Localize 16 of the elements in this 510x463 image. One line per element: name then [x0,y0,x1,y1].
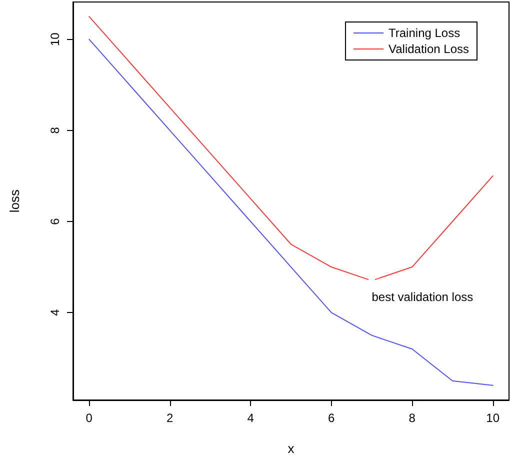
x-tick-label: 4 [247,411,254,425]
legend-label: Validation Loss [388,42,470,56]
y-axis-title: loss [7,188,22,213]
x-tick-label: 6 [328,411,336,425]
y-tick-label: 8 [48,126,62,134]
y-tick-label: 10 [48,32,62,46]
x-tick-label: 2 [166,411,174,425]
annotation: best validation loss [372,290,474,304]
x-tick-label: 8 [408,411,416,425]
line-series [88,38,494,386]
x-axis-title: x [288,441,295,456]
x-tick-label: 10 [486,411,500,425]
y-tick-label: 4 [48,308,62,316]
y-tick-label: 6 [48,218,62,225]
x-tick-label: 0 [86,411,93,425]
legend-label: Training Loss [388,26,460,40]
